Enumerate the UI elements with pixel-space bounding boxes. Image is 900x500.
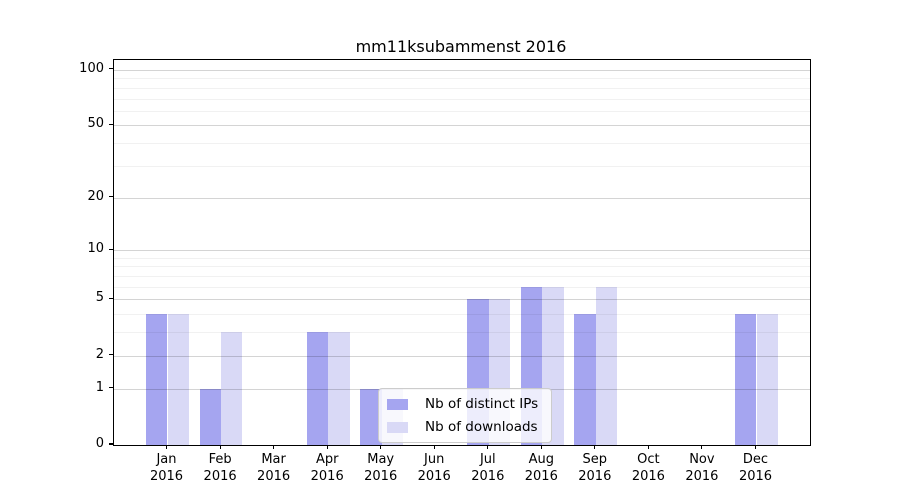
y-tick-mark-0 [108, 443, 113, 445]
x-tick-mark-jun-2016 [433, 445, 435, 449]
x-tick-mark-nov-2016 [701, 445, 703, 449]
x-tick-mark-jul-2016 [487, 445, 489, 449]
y-tick-mark-50 [108, 123, 113, 125]
gridline-y-7 [114, 276, 810, 277]
x-tick-label-may-2016: May 2016 [364, 452, 398, 484]
x-tick-mark-apr-2016 [326, 445, 328, 449]
legend: Nb of distinct IPs Nb of downloads [378, 388, 553, 443]
bar-nb-of-distinct-ips-dec-2016 [735, 314, 757, 445]
bar-nb-of-distinct-ips-feb-2016 [199, 388, 222, 445]
x-tick-mark-jan-2016 [165, 445, 168, 449]
y-tick-label-1: 1 [95, 379, 104, 395]
x-tick-label-mar-2016: Mar 2016 [257, 452, 291, 484]
gridline-y-80 [114, 87, 810, 89]
legend-entry-distinct-ips: Nb of distinct IPs [387, 395, 538, 413]
gridline-y-40 [114, 143, 810, 145]
bar-nb-of-downloads-sep-2016 [595, 286, 618, 445]
legend-label-distinct-ips: Nb of distinct IPs [425, 396, 539, 412]
y-tick-label-20: 20 [87, 188, 104, 204]
gridline-y-70 [114, 98, 810, 100]
x-tick-mark-aug-2016 [540, 445, 542, 449]
x-tick-label-jun-2016: Jun 2016 [417, 452, 451, 484]
y-tick-mark-2 [108, 354, 113, 356]
x-tick-label-nov-2016: Nov 2016 [685, 452, 719, 484]
gridline-y-2 [114, 355, 810, 357]
bar-nb-of-downloads-dec-2016 [756, 314, 778, 445]
y-tick-mark-100 [108, 68, 113, 70]
x-tick-mark-mar-2016 [273, 445, 275, 449]
x-tick-mark-feb-2016 [219, 445, 221, 449]
x-tick-label-jan-2016: Jan 2016 [149, 452, 184, 484]
bar-nb-of-downloads-jan-2016 [167, 314, 189, 445]
x-tick-label-aug-2016: Aug 2016 [524, 452, 558, 484]
x-tick-mark-sep-2016 [594, 445, 596, 449]
legend-swatch-distinct-ips [387, 398, 408, 410]
legend-entry-downloads: Nb of downloads [387, 418, 538, 436]
x-tick-mark-oct-2016 [647, 445, 649, 449]
gridline-y-9 [114, 257, 810, 259]
x-tick-mark-dec-2016 [754, 445, 757, 449]
y-tick-mark-1 [108, 387, 113, 389]
y-tick-mark-10 [108, 248, 113, 250]
y-tick-label-100: 100 [79, 60, 104, 76]
gridline-y-60 [114, 110, 810, 112]
x-tick-mark-may-2016 [380, 445, 382, 449]
y-tick-label-5: 5 [95, 290, 104, 306]
x-tick-label-apr-2016: Apr 2016 [310, 452, 344, 484]
gridline-y-50 [114, 125, 810, 127]
x-tick-label-oct-2016: Oct 2016 [631, 452, 665, 484]
y-tick-label-0: 0 [95, 436, 104, 451]
y-tick-label-10: 10 [87, 241, 104, 257]
x-tick-label-jul-2016: Jul 2016 [471, 452, 505, 484]
gridline-y-90 [114, 78, 810, 80]
y-tick-mark-5 [108, 297, 113, 299]
y-tick-mark-20 [108, 195, 113, 198]
gridline-y-3 [114, 332, 810, 334]
gridline-y-20 [114, 197, 810, 199]
legend-label-downloads: Nb of downloads [425, 419, 538, 435]
x-tick-label-feb-2016: Feb 2016 [203, 452, 237, 484]
x-tick-label-dec-2016: Dec 2016 [738, 452, 773, 484]
gridline-y-10 [114, 250, 810, 252]
gridline-y-6 [114, 286, 810, 288]
bar-nb-of-distinct-ips-apr-2016 [306, 332, 329, 445]
y-tick-label-2: 2 [95, 346, 104, 362]
gridline-y-8 [114, 266, 810, 268]
bar-nb-of-distinct-ips-may-2016 [360, 388, 382, 445]
bar-nb-of-distinct-ips-sep-2016 [574, 314, 596, 445]
gridline-y-4 [114, 314, 810, 316]
grid-layer [114, 60, 810, 445]
gridline-y-30 [114, 165, 810, 167]
bar-nb-of-downloads-apr-2016 [328, 332, 350, 445]
gridline-y-100 [114, 69, 810, 71]
gridline-y-5 [114, 299, 810, 301]
chart-title: mm11ksubammenst 2016 [355, 37, 567, 56]
bar-nb-of-downloads-feb-2016 [221, 332, 243, 445]
y-tick-label-50: 50 [87, 116, 104, 132]
x-tick-label-sep-2016: Sep 2016 [578, 452, 612, 484]
bar-nb-of-distinct-ips-jan-2016 [146, 314, 168, 445]
legend-swatch-downloads [387, 421, 408, 433]
